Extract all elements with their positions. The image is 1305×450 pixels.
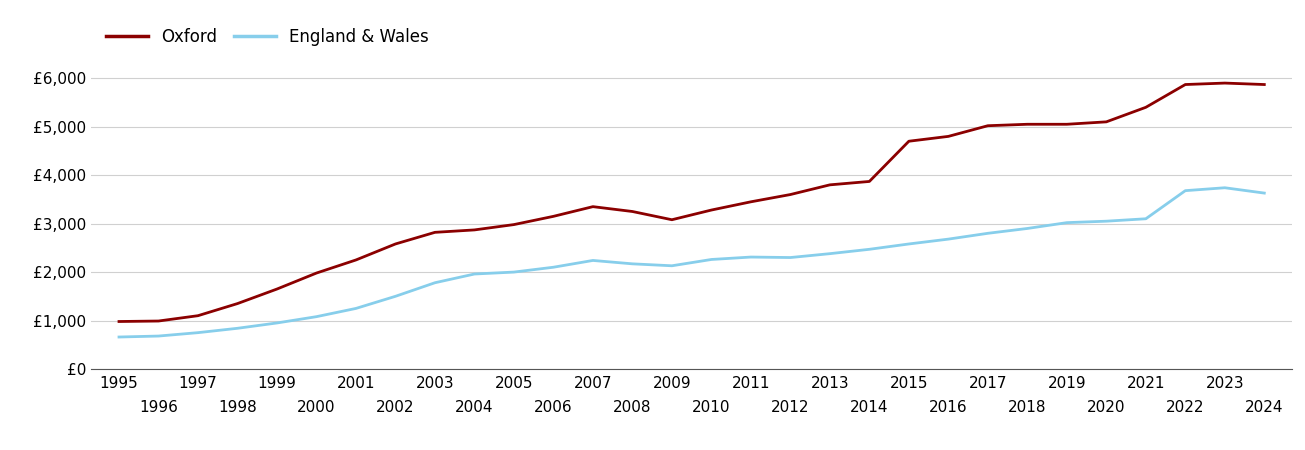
Oxford	[427, 230, 442, 235]
England & Wales	[269, 320, 284, 326]
England & Wales	[111, 334, 127, 340]
England & Wales	[743, 254, 758, 260]
England & Wales	[1177, 188, 1193, 194]
England & Wales	[664, 263, 680, 269]
Oxford	[388, 241, 403, 247]
Oxford	[309, 270, 325, 276]
England & Wales	[941, 236, 957, 242]
Legend: Oxford, England & Wales: Oxford, England & Wales	[99, 22, 436, 53]
Oxford	[1218, 81, 1233, 86]
England & Wales	[703, 257, 719, 262]
Oxford	[822, 182, 838, 188]
England & Wales	[545, 265, 561, 270]
England & Wales	[625, 261, 641, 266]
England & Wales	[348, 306, 364, 311]
Oxford	[1138, 104, 1154, 110]
England & Wales	[585, 258, 600, 263]
England & Wales	[191, 330, 206, 335]
Oxford	[348, 257, 364, 263]
Oxford	[703, 207, 719, 213]
Oxford	[191, 313, 206, 319]
England & Wales	[1218, 185, 1233, 190]
England & Wales	[900, 241, 916, 247]
Oxford	[150, 318, 166, 324]
England & Wales	[230, 326, 245, 331]
England & Wales	[980, 230, 996, 236]
Oxford	[664, 217, 680, 222]
Oxford	[1257, 82, 1272, 87]
Oxford	[1019, 122, 1035, 127]
Oxford	[1177, 82, 1193, 87]
England & Wales	[467, 271, 483, 277]
Line: England & Wales: England & Wales	[119, 188, 1265, 337]
England & Wales	[309, 314, 325, 319]
England & Wales	[1019, 226, 1035, 231]
England & Wales	[783, 255, 799, 260]
Oxford	[900, 139, 916, 144]
Oxford	[545, 214, 561, 219]
Line: Oxford: Oxford	[119, 83, 1265, 321]
Oxford	[506, 222, 522, 227]
England & Wales	[506, 270, 522, 275]
England & Wales	[427, 280, 442, 285]
England & Wales	[1138, 216, 1154, 221]
Oxford	[1099, 119, 1114, 125]
Oxford	[861, 179, 877, 184]
Oxford	[585, 204, 600, 209]
Oxford	[230, 301, 245, 306]
England & Wales	[1060, 220, 1075, 225]
England & Wales	[1099, 219, 1114, 224]
England & Wales	[150, 333, 166, 339]
England & Wales	[822, 251, 838, 256]
Oxford	[625, 209, 641, 214]
Oxford	[269, 286, 284, 292]
Oxford	[941, 134, 957, 139]
Oxford	[1060, 122, 1075, 127]
Oxford	[743, 199, 758, 204]
Oxford	[111, 319, 127, 324]
Oxford	[783, 192, 799, 197]
Oxford	[467, 227, 483, 233]
England & Wales	[861, 247, 877, 252]
England & Wales	[1257, 190, 1272, 196]
Oxford	[980, 123, 996, 128]
England & Wales	[388, 293, 403, 299]
